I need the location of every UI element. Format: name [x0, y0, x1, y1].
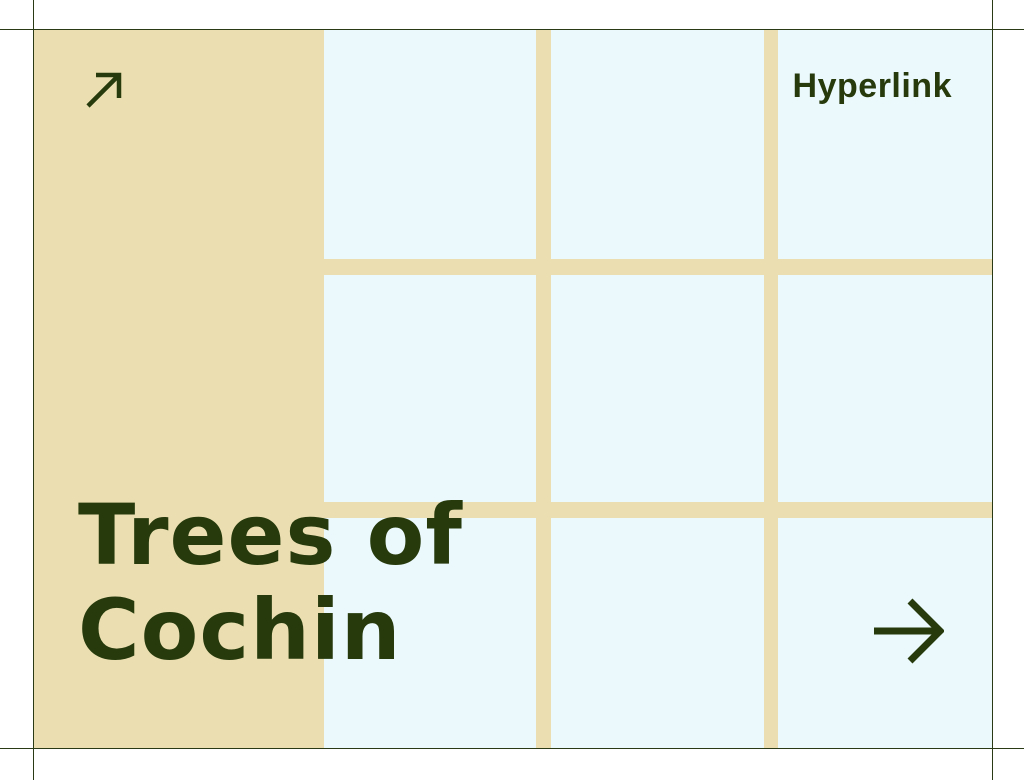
- grid-tile: [551, 30, 764, 259]
- grid-tile: [778, 30, 992, 259]
- guide-line-left: [33, 0, 34, 780]
- card-title: Trees of Cochin: [78, 488, 463, 678]
- guide-line-right: [992, 0, 993, 780]
- guide-line-bottom: [0, 748, 1024, 749]
- grid-tile: [778, 275, 992, 502]
- card-title-line-2: Cochin: [78, 581, 402, 679]
- arrow-right-icon[interactable]: [872, 595, 944, 667]
- grid-tile: [551, 518, 764, 748]
- card-title-line-1: Trees of: [78, 486, 463, 584]
- grid-tile: [324, 518, 536, 748]
- grid-tile: [324, 30, 536, 259]
- arrow-up-right-icon: [86, 72, 122, 108]
- link-card[interactable]: Hyperlink Trees of Cochin: [34, 30, 992, 748]
- grid-tile: [324, 275, 536, 502]
- guide-line-top: [0, 29, 1024, 30]
- grid-tile: [551, 275, 764, 502]
- hyperlink-label[interactable]: Hyperlink: [792, 67, 952, 105]
